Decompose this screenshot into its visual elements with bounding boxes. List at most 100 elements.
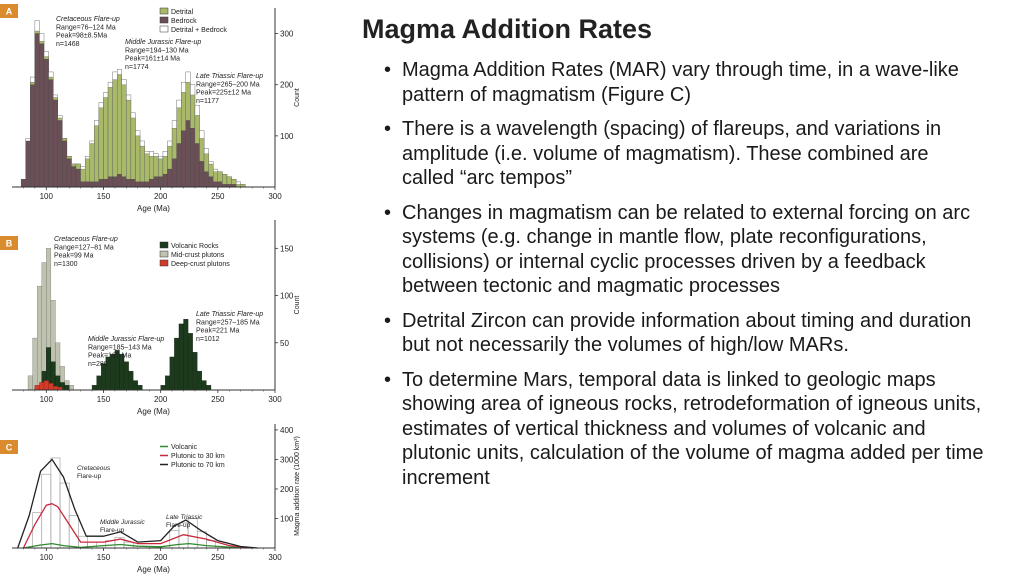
detrital-bar bbox=[139, 145, 145, 183]
x-tick-label: 150 bbox=[97, 192, 111, 201]
detrital-bar bbox=[176, 107, 182, 144]
flare-up-annotation: Peak=162 Ma bbox=[88, 353, 131, 360]
detrital-bar bbox=[62, 138, 68, 142]
bedrock-bar bbox=[107, 176, 113, 188]
detrital-bar bbox=[226, 176, 232, 185]
bedrock-bar bbox=[162, 174, 168, 188]
detrital-bar bbox=[121, 84, 127, 177]
legend-label: Bedrock bbox=[171, 18, 197, 25]
volcanic-bar bbox=[187, 333, 193, 391]
figure-panels: 100 150 200 250 300 100 200 300 Age (Ma) Count A De… bbox=[0, 4, 300, 574]
panel-label-box bbox=[0, 236, 18, 250]
detrital-bar bbox=[162, 156, 168, 175]
detrital-bar bbox=[208, 163, 214, 177]
bedrock-bar bbox=[181, 130, 186, 188]
bedrock-bar bbox=[185, 120, 191, 188]
legend-swatch bbox=[159, 250, 169, 258]
volcanic-bar bbox=[165, 375, 170, 391]
flare-up-annotation: Range=265–200 Ma bbox=[196, 81, 260, 88]
y-axis-label: Magma addition rate (1000 km³) bbox=[294, 436, 300, 536]
legend-label: Detrital + Bedrock bbox=[171, 27, 227, 34]
flare-up-annotation: n=1774 bbox=[125, 64, 149, 71]
bedrock-bar bbox=[57, 120, 63, 188]
y-tick-label: 100 bbox=[280, 132, 294, 141]
bedrock-bar bbox=[158, 176, 164, 188]
flare-up-annotation: Cretaceous bbox=[77, 465, 111, 472]
panel-label: A bbox=[6, 7, 13, 17]
detrital-bar bbox=[217, 171, 223, 183]
detrital-bar bbox=[167, 145, 173, 170]
magma-histogram-bar bbox=[50, 457, 61, 549]
bedrock-bar bbox=[94, 181, 100, 188]
detrital-bar bbox=[34, 30, 40, 34]
flare-up-annotation: Middle Jurassic Flare-up bbox=[88, 336, 164, 343]
bedrock-bar bbox=[103, 179, 109, 188]
y-tick-label: 50 bbox=[280, 339, 289, 348]
volcanic-bar bbox=[174, 337, 180, 391]
volcanic-bar bbox=[160, 385, 166, 391]
volcanic-bar bbox=[96, 375, 102, 391]
bedrock-bar bbox=[194, 143, 200, 188]
magma-histogram-bar bbox=[59, 482, 70, 549]
bedrock-bar bbox=[39, 43, 45, 188]
volcanic-bar bbox=[169, 356, 175, 391]
x-axis-label: Age (Ma) bbox=[137, 204, 170, 213]
deep-crust-bar bbox=[48, 383, 54, 391]
volcanic-bar bbox=[183, 319, 189, 391]
bedrock-bar bbox=[98, 179, 104, 188]
flare-up-annotation: Range=76–124 Ma bbox=[56, 24, 116, 31]
x-axis-label: Age (Ma) bbox=[137, 407, 170, 416]
detrital-bar bbox=[126, 99, 132, 180]
bedrock-bar bbox=[85, 181, 90, 188]
detrital-bar bbox=[130, 117, 136, 180]
series-line-2 bbox=[17, 458, 258, 549]
x-tick-label: 250 bbox=[211, 395, 225, 404]
bullet-arc-tempos: There is a wavelength (spacing) of flare… bbox=[384, 117, 984, 191]
bedrock-bar bbox=[130, 179, 136, 188]
volcanic-bar bbox=[91, 385, 97, 391]
detrital-bar bbox=[75, 163, 81, 170]
flare-up-annotation: n=1300 bbox=[54, 261, 78, 268]
bedrock-bar bbox=[149, 179, 154, 188]
detrital-bar bbox=[48, 76, 54, 80]
flare-up-annotation: Range=194–130 Ma bbox=[125, 47, 189, 54]
x-tick-label: 100 bbox=[40, 192, 54, 201]
bedrock-bar bbox=[167, 168, 173, 188]
x-tick-label: 300 bbox=[268, 553, 282, 562]
volcanic-bar bbox=[123, 361, 129, 391]
mid-crust-bar bbox=[37, 285, 42, 391]
y-axis-label: Count bbox=[294, 296, 300, 315]
flare-up-annotation: Flare-up bbox=[100, 527, 125, 534]
x-tick-label: 250 bbox=[211, 192, 225, 201]
detrital-bar bbox=[194, 115, 200, 144]
bedrock-bar bbox=[144, 181, 150, 188]
bullet-detrital-zircon: Detrital Zircon can provide information … bbox=[384, 309, 984, 358]
y-tick-label: 150 bbox=[280, 244, 294, 253]
bedrock-bar bbox=[139, 181, 145, 188]
deep-crust-bar bbox=[34, 385, 40, 391]
legend-swatch bbox=[159, 7, 169, 15]
mid-crust-bar bbox=[69, 385, 74, 391]
legend-swatch bbox=[159, 259, 169, 267]
y-tick-label: 200 bbox=[280, 485, 294, 494]
bedrock-bar bbox=[126, 179, 132, 188]
bedrock-bar bbox=[153, 176, 159, 188]
x-tick-label: 200 bbox=[154, 192, 168, 201]
deep-crust-bar bbox=[53, 386, 58, 391]
legend-label: Mid-crust plutons bbox=[171, 252, 225, 259]
y-axis-label: Count bbox=[294, 88, 300, 107]
flare-up-annotation: Flare-up bbox=[77, 473, 102, 480]
legend-label: Deep-crust plutons bbox=[171, 261, 230, 268]
bedrock-bar bbox=[171, 158, 177, 188]
flare-up-annotation: n=280 bbox=[88, 361, 108, 368]
legend-swatch bbox=[159, 241, 169, 249]
mid-crust-bar bbox=[32, 337, 38, 391]
panel-label: C bbox=[6, 443, 13, 453]
series-line-1 bbox=[22, 503, 253, 549]
mid-crust-bar bbox=[27, 375, 33, 391]
volcanic-bar bbox=[192, 352, 198, 391]
legend-label: Volcanic bbox=[171, 444, 198, 451]
flare-up-annotation: n=1177 bbox=[196, 98, 219, 105]
bedrock-bar bbox=[80, 181, 86, 188]
flare-up-annotation: Middle Jurassic Flare-up bbox=[125, 39, 201, 46]
